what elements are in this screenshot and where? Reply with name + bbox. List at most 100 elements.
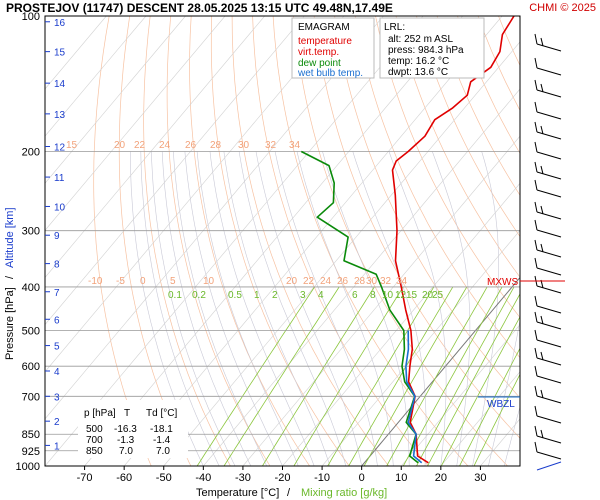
y-tick-label: 600 [22, 361, 40, 373]
dry-adiabat-label: 22 [303, 276, 315, 287]
isotherm-line [45, 16, 147, 137]
lrl-box: LRL: alt: 252 m ASL press: 984.3 hPa tem… [379, 17, 485, 79]
y-tick-label: 1000 [16, 461, 40, 473]
wind-barb-feather [540, 389, 544, 399]
series-layer [300, 16, 515, 464]
x-tick-label: 30 [474, 472, 486, 484]
dry-adiabat-label: 20 [114, 140, 126, 151]
dry-adiabat-label: 34 [289, 140, 301, 151]
dry-adiabat-label: -10 [88, 276, 103, 287]
wind-barb-feather [534, 79, 538, 91]
mixing-ratio-label: 4 [318, 290, 324, 301]
wind-barb-feather [534, 179, 538, 191]
legend-virt-temp: virt.temp. [298, 47, 339, 58]
mixing-ratio-label: 8 [370, 290, 376, 301]
dry-adiabat-label: 26 [185, 140, 197, 151]
wind-barb-feather [540, 243, 544, 253]
wind-barb-staff [536, 375, 562, 384]
wind-barb-feather [534, 329, 538, 341]
isotherm-line [45, 16, 265, 278]
wind-barb-feather [534, 121, 538, 133]
dry-adiabat-label: 28 [354, 276, 366, 287]
wind-barb-feather [540, 429, 544, 439]
wind-barb-feather [534, 365, 538, 377]
mixing-ratio-label: 25 [432, 290, 444, 301]
wind-barb-feather [534, 161, 538, 173]
wind-barb-staff [536, 435, 562, 444]
altitude-tick-label: 14 [54, 79, 66, 90]
wind-barb-staff [536, 89, 562, 98]
wind-barb-feather [534, 57, 538, 69]
y-axis-sep: / [4, 275, 16, 279]
altitude-tick-label: 9 [54, 231, 60, 242]
y-axis-label: Pressure [hPa] / Altitude [km] [4, 207, 16, 360]
dry-adiabat-label: 26 [337, 276, 349, 287]
y-tick-label: 500 [22, 326, 40, 338]
isotherm-line [163, 41, 520, 466]
wind-barb-staff [536, 415, 562, 424]
dry-adiabat-label: 24 [320, 276, 332, 287]
mixing-ratio-label: 0.5 [228, 290, 242, 301]
altitude-tick-label: 3 [54, 392, 60, 403]
wind-barb-feather [540, 315, 544, 325]
dry-adiabat-label: -5 [116, 276, 125, 287]
dry-adiabat-label: 5 [170, 276, 176, 287]
wind-barb-staff [536, 451, 562, 460]
x-tick-label: -20 [275, 472, 291, 484]
mixing-ratio-label: 3 [300, 290, 306, 301]
dry-adiabat-label: 34 [396, 276, 408, 287]
wind-barb-staff [536, 339, 562, 348]
mixing-ratio-label: 0.1 [168, 290, 182, 301]
legend-title: EMAGRAM [298, 22, 350, 33]
level-table: p [hPa] T Td [°C] 500 -16.3 -18.1 700 -1… [78, 400, 188, 458]
legend: EMAGRAM temperature virt.temp. dew point… [291, 17, 375, 79]
altitude-tick-label: 4 [54, 367, 60, 378]
altitude-tick-label: 15 [54, 48, 66, 59]
altitude-tick-label: 16 [54, 18, 66, 29]
dry-adiabat-label: 22 [134, 140, 146, 151]
lrl-alt: alt: 252 m ASL [388, 34, 453, 45]
table-header-t: T [124, 408, 130, 419]
wind-barb-staff [536, 111, 562, 120]
wind-barb-staff [536, 151, 562, 160]
wind-barb-feather [540, 125, 544, 135]
wbzl-label: WBZL [487, 399, 515, 410]
dry-adiabat-line [395, 16, 520, 278]
isotherm-line [45, 16, 305, 326]
lrl-dwpt: dwpt: 13.6 °C [388, 67, 448, 78]
dry-adiabat-line [354, 16, 520, 359]
x-axis-mix-title: Mixing ratio [g/kg] [301, 487, 387, 499]
isotherm-line [242, 135, 520, 466]
table-cell: -16.3 [114, 424, 137, 435]
lrl-temp: temp: 16.2 °C [388, 56, 449, 67]
y-tick-label: 925 [22, 446, 40, 458]
mixing-ratio-label: 0.2 [192, 290, 206, 301]
wind-barb-staff [536, 267, 562, 276]
altitude-tick-label: 2 [54, 417, 60, 428]
isotherm-line [45, 16, 345, 373]
mixing-ratio-label: 6 [352, 290, 358, 301]
dry-adiabat-label: 15 [66, 140, 78, 151]
dry-adiabat-label: 20 [286, 276, 298, 287]
series-line-dew-point [300, 150, 419, 464]
y-axis-title: Pressure [hPa] [4, 287, 16, 360]
lrl-title: LRL: [384, 22, 405, 33]
wind-barb-feather [534, 311, 538, 323]
table-cell: 500 [86, 424, 103, 435]
x-axis-label: Temperature [°C] / Mixing ratio [g/kg] [196, 487, 387, 499]
table-header-td: Td [°C] [146, 408, 177, 419]
wind-barb-feather [534, 101, 538, 113]
wind-barb-staff [536, 321, 562, 330]
table-cell: 700 [86, 435, 103, 446]
x-tick-label: 10 [395, 472, 407, 484]
table-cell: -1.3 [117, 435, 135, 446]
table-cell: -1.4 [153, 435, 171, 446]
table-cell: 7.0 [156, 446, 170, 457]
legend-temperature: temperature [298, 36, 352, 47]
dry-adiabat-line [375, 16, 520, 319]
isotherm-line [45, 16, 384, 420]
wind-barb-staff [536, 305, 562, 314]
wind-barb-staff [536, 285, 562, 294]
altitude-tick-label: 10 [54, 202, 66, 213]
